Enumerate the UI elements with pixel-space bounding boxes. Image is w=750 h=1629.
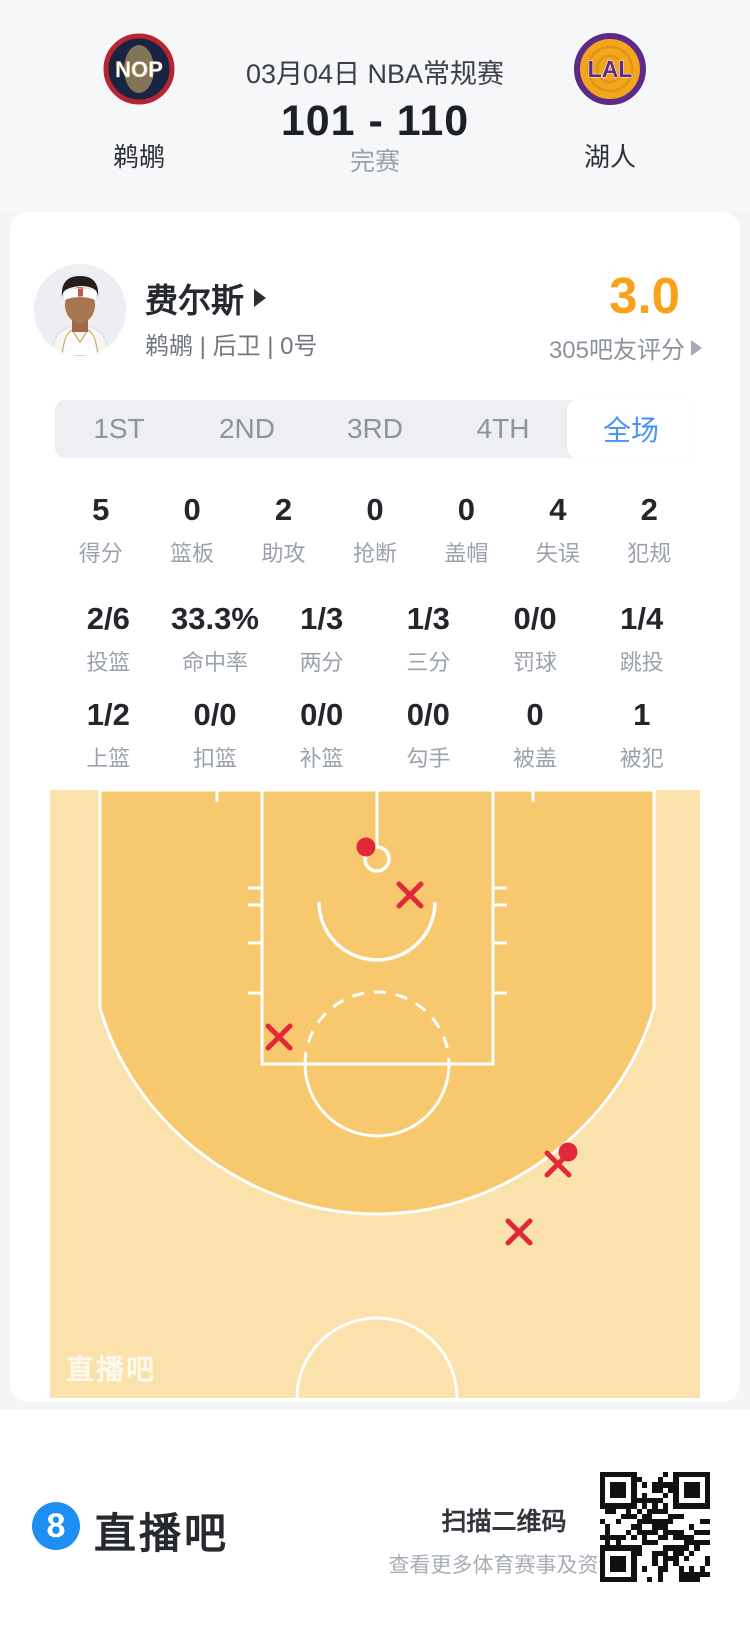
stat-补篮: 0/0 补篮 (299, 697, 344, 772)
stats-row-detail: 1/2 上篮 0/0 扣篮 0/0 补篮 0/0 勾手 0 被盖 1 被犯 (55, 698, 695, 773)
rating-block[interactable]: 3.0 305吧友评分 (462, 270, 722, 365)
missed-shot-marker (396, 881, 424, 909)
court-diagram (50, 788, 700, 1480)
team-away[interactable]: LAL 湖人 (545, 33, 675, 174)
team-home-name: 鹈鹕 (112, 142, 165, 172)
stat-三分: 1/3 三分 (406, 601, 451, 676)
rating-arrow-icon (691, 339, 702, 356)
tab-全场[interactable]: 全场 (567, 400, 695, 458)
player-portrait-image (34, 264, 126, 356)
svg-text:LAL: LAL (588, 56, 633, 82)
court-watermark: 直播吧 (66, 1354, 157, 1385)
match-score: 101 - 110 (280, 97, 470, 145)
stat-篮板: 0 篮板 (170, 492, 215, 567)
missed-shot-marker (265, 1023, 293, 1051)
stats-row-basic: 5 得分 0 篮板 2 助攻 0 抢断 0 盖帽 4 失误 2 犯规 (55, 493, 695, 568)
made-shot-marker (356, 837, 376, 857)
stat-被盖: 0 被盖 (513, 697, 558, 772)
shot-markers (265, 837, 578, 1246)
stat-被犯: 1 被犯 (619, 697, 664, 772)
stat-得分: 5 得分 (78, 492, 123, 567)
tab-2ND[interactable]: 2ND (218, 413, 275, 444)
tab-4TH[interactable]: 4TH (476, 413, 530, 444)
stat-两分: 1/3 两分 (299, 601, 344, 676)
stat-抢断: 0 抢断 (352, 492, 397, 567)
qr-subtitle: 查看更多体育赛事及资讯 (388, 1554, 620, 1577)
rating-note: 305吧友评分 (548, 337, 685, 364)
stat-跳投: 1/4 跳投 (619, 601, 664, 676)
qr-caption-block: 扫描二维码 查看更多体育赛事及资讯 (354, 1502, 654, 1579)
player-avatar[interactable] (34, 264, 126, 356)
brand-name: 直播吧 (94, 1510, 230, 1557)
player-meta: 鹈鹕 | 后卫 | 0号 (145, 333, 318, 360)
player-stats-card: 费尔斯 鹈鹕 | 后卫 | 0号 3.0 305吧友评分 1ST 2ND 3RD 4T… (10, 212, 740, 1480)
match-header: NOP 鹈鹕 03月04日 NBA常规赛 101 - 110 完赛 LAL 湖人 (0, 0, 750, 212)
match-status: 完赛 (349, 148, 400, 176)
nop-team-logo-icon: NOP (103, 33, 175, 105)
svg-text:NOP: NOP (115, 57, 163, 82)
stat-盖帽: 0 盖帽 (444, 492, 489, 567)
stat-罚球: 0/0 罚球 (513, 601, 558, 676)
stat-扣篮: 0/0 扣篮 (193, 697, 238, 772)
app-footer: 8 直播吧 扫描二维码 查看更多体育赛事及资讯 (0, 1410, 750, 1629)
rating-note-row: 305吧友评分 (462, 330, 702, 365)
player-detail-arrow-icon (254, 289, 266, 307)
zhibo8-logo-icon: 8 (32, 1502, 80, 1550)
tab-3RD[interactable]: 3RD (346, 413, 403, 444)
quarter-tabs: 1ST 2ND 3RD 4TH 全场 (55, 400, 695, 458)
lal-team-logo-icon: LAL (574, 33, 646, 105)
match-date: 03月04日 NBA常规赛 (245, 59, 505, 89)
shot-chart: 直播吧 (50, 788, 700, 1480)
team-away-name: 湖人 (583, 142, 636, 172)
stat-命中率: 33.3% 命中率 (171, 601, 259, 676)
missed-shot-marker (505, 1218, 533, 1246)
player-name: 费尔斯 (145, 282, 244, 319)
stat-投篮: 2/6 投篮 (86, 601, 131, 676)
missed-shot-marker (544, 1150, 572, 1178)
stat-失误: 4 失误 (535, 492, 580, 567)
stat-上篮: 1/2 上篮 (86, 697, 131, 772)
qr-code (600, 1472, 710, 1582)
stat-勾手: 0/0 勾手 (406, 697, 451, 772)
stats-row-shooting: 2/6 投篮 33.3% 命中率 1/3 两分 1/3 三分 0/0 罚球 1/4 跳投 (55, 602, 695, 677)
tab-1ST[interactable]: 1ST (93, 413, 145, 444)
stat-犯规: 2 犯规 (627, 492, 672, 567)
team-home[interactable]: NOP 鹈鹕 (74, 33, 204, 174)
stat-助攻: 2 助攻 (261, 492, 306, 567)
qr-title: 扫描二维码 (441, 1508, 567, 1536)
player-name-row[interactable]: 费尔斯 (145, 274, 266, 322)
rating-value: 3.0 (609, 267, 680, 324)
